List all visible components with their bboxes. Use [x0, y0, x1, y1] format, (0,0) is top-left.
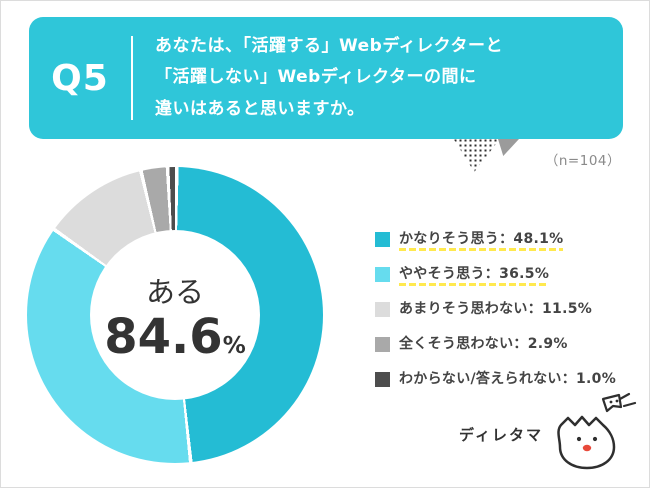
- question-text: あなたは、「活躍する」Webディレクターと 「活躍しない」Webディレクターの間…: [133, 31, 503, 125]
- legend-swatch: [375, 267, 390, 282]
- legend-swatch: [375, 232, 390, 247]
- donut-center-unit: %: [222, 333, 246, 359]
- donut-center: ある 84.6%: [90, 230, 260, 400]
- legend-swatch: [375, 302, 390, 317]
- legend-item: 全くそう思わない：2.9%: [375, 333, 616, 356]
- legend-item: ややそう思う：36.5%: [375, 263, 616, 286]
- donut-center-value: 84.6%: [104, 313, 245, 361]
- legend-item: あまりそう思わない：11.5%: [375, 298, 616, 321]
- legend-item: かなりそう思う：48.1%: [375, 228, 616, 251]
- legend: かなりそう思う：48.1% ややそう思う：36.5% あまりそう思わない：11.5%…: [375, 228, 616, 391]
- question-number: Q5: [51, 57, 109, 99]
- sample-size: （n=104）: [544, 153, 621, 169]
- donut-chart: ある 84.6%: [27, 167, 323, 463]
- legend-label: 全くそう思わない：2.9%: [399, 336, 568, 352]
- banner-divider: [131, 36, 133, 120]
- donut-center-label: ある: [145, 275, 204, 309]
- bubble-tail: [498, 139, 519, 156]
- legend-label: あまりそう思わない：11.5%: [399, 301, 593, 317]
- brand-name: ディレタマ: [459, 425, 543, 444]
- legend-label: ややそう思う：36.5%: [399, 263, 550, 286]
- legend-label: わからない/答えられない：1.0%: [399, 371, 617, 387]
- question-line: あなたは、「活躍する」Webディレクターと: [155, 35, 503, 56]
- question-banner: Q5 あなたは、「活躍する」Webディレクターと 「活躍しない」Webディレクタ…: [29, 17, 623, 139]
- question-line: 「活躍しない」Webディレクターの間に: [155, 67, 477, 88]
- donut-center-number: 84.6: [104, 309, 223, 365]
- legend-label: かなりそう思う：48.1%: [399, 228, 564, 251]
- legend-swatch: [375, 337, 390, 352]
- mascot-egg-icon: [557, 392, 637, 470]
- legend-swatch: [375, 372, 390, 387]
- legend-item: わからない/答えられない：1.0%: [375, 368, 616, 391]
- brand: ディレタマ: [459, 391, 639, 471]
- question-line: 違いはあると思いますか。: [155, 98, 365, 119]
